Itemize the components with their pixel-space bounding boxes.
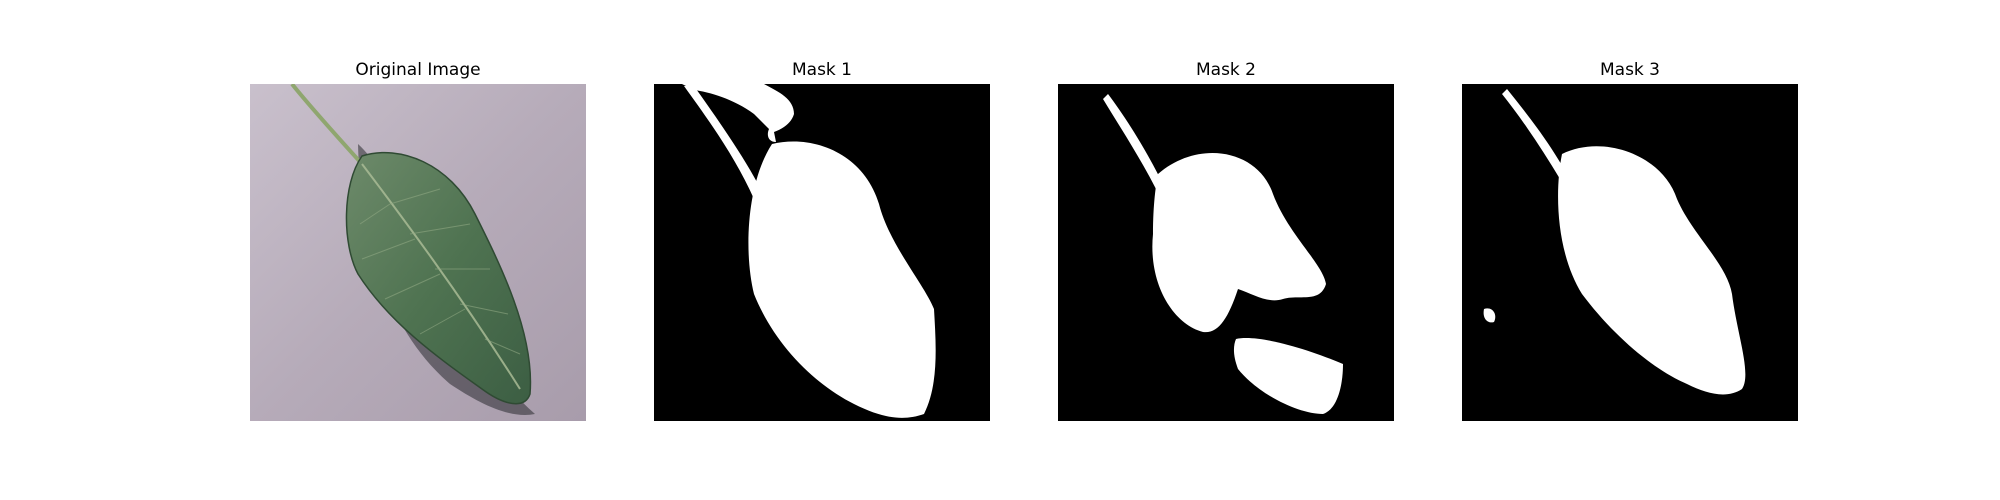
panel-mask-3: Mask 3 <box>1462 0 1798 500</box>
panel-title: Original Image <box>355 60 481 80</box>
stem <box>290 84 364 166</box>
mask-1-image <box>654 84 990 421</box>
original-leaf-image <box>250 84 586 421</box>
panel-title: Mask 3 <box>1599 60 1660 80</box>
panel-title: Mask 2 <box>1195 60 1256 80</box>
panel-mask-1: Mask 1 <box>654 0 990 500</box>
panel-title: Mask 1 <box>791 60 852 80</box>
panel-mask-2: Mask 2 <box>1058 0 1394 500</box>
panel-original: Original Image <box>250 0 586 500</box>
mask-2-image <box>1058 84 1394 421</box>
leaf-blade <box>345 151 532 405</box>
mask-3-image <box>1462 84 1798 421</box>
